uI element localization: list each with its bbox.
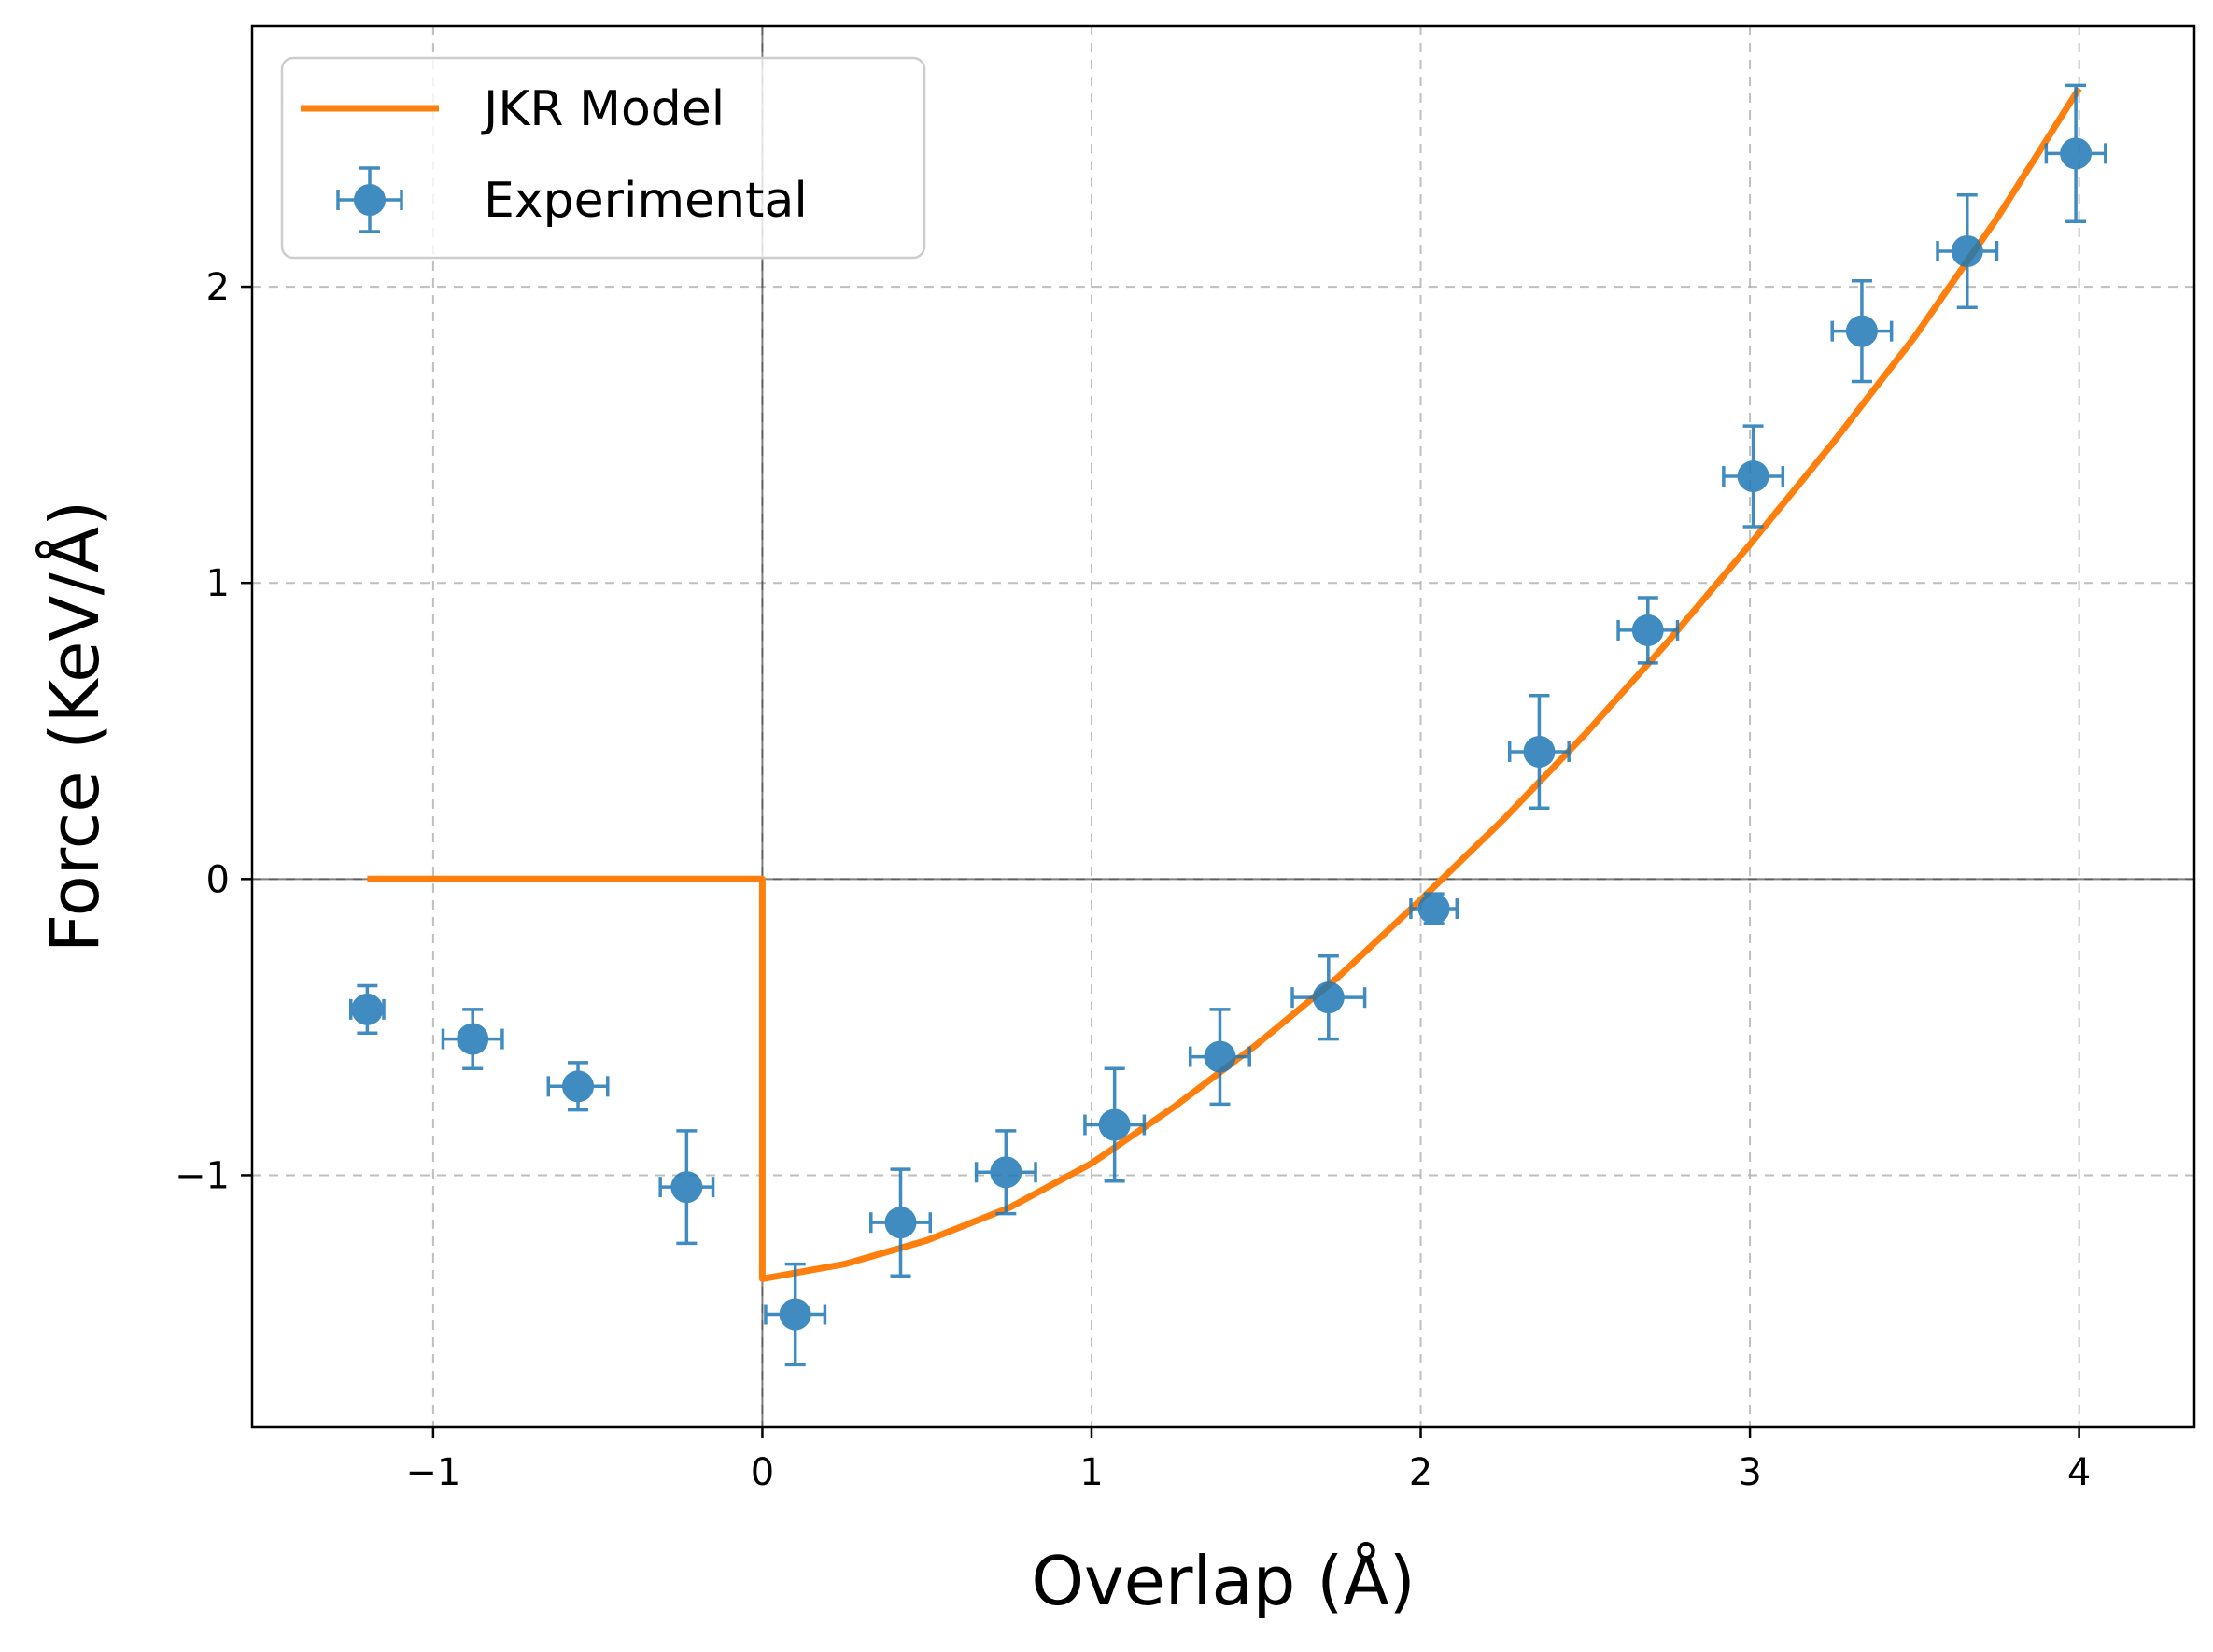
experimental-marker [1098, 1108, 1131, 1141]
x-tick-label: −1 [405, 1451, 460, 1494]
experimental-point [1616, 596, 1680, 665]
experimental-point [974, 1129, 1037, 1216]
legend-box [280, 56, 926, 260]
experimental-point [869, 1167, 932, 1278]
experimental-marker [670, 1171, 703, 1204]
plot-area [349, 83, 2107, 1367]
y-tick-label: 1 [206, 562, 230, 605]
experimental-marker [562, 1070, 595, 1103]
experimental-point [1936, 193, 1999, 310]
y-tick-label: 2 [206, 266, 230, 309]
experimental-point [441, 1008, 504, 1071]
experimental-point [1409, 892, 1459, 925]
experimental-marker [884, 1207, 917, 1239]
y-tick-label: 0 [206, 858, 230, 901]
legend: JKR Model Experimental [280, 56, 926, 260]
x-tick-label: 4 [2067, 1451, 2091, 1494]
x-tick-label: 3 [1738, 1451, 1761, 1494]
axis-ticks: −1 0 1 2 3 4 −1 0 1 2 [175, 266, 2091, 1494]
experimental-marker [1951, 235, 1983, 268]
experimental-point [1083, 1066, 1147, 1183]
experimental-marker [779, 1298, 811, 1331]
y-axis-label: Force (KeV/Å) [35, 501, 114, 953]
legend-label-experimental: Experimental [484, 173, 808, 229]
experimental-point [1830, 278, 1894, 384]
legend-marker-group [336, 166, 403, 233]
experimental-marker [2060, 137, 2093, 170]
experimental-marker [1737, 460, 1769, 493]
experimental-marker [1845, 315, 1878, 347]
experimental-point [1507, 693, 1571, 810]
experimental-marker [1417, 893, 1450, 925]
experimental-point [1722, 424, 1785, 529]
experimental-point [658, 1129, 715, 1246]
experimental-point [1290, 954, 1367, 1041]
experimental-marker [351, 993, 384, 1025]
experimental-point [349, 983, 386, 1035]
axes-frame [250, 24, 2196, 1429]
experimental-point [2044, 83, 2107, 224]
experimental-marker [1523, 735, 1556, 768]
experimental-marker [457, 1023, 489, 1055]
experimental-marker [1204, 1040, 1236, 1073]
x-axis-label: Overlap (Å) [1031, 1542, 1415, 1620]
experimental-marker [1631, 614, 1664, 646]
x-tick-label: 2 [1409, 1451, 1432, 1494]
jkr-model-line [367, 86, 2082, 1282]
experimental-point [546, 1061, 610, 1112]
y-tick-label: −1 [175, 1154, 230, 1197]
legend-experimental-swatch [336, 166, 403, 233]
x-tick-label: 0 [751, 1451, 774, 1494]
legend-label-model: JKR Model [481, 81, 725, 137]
experimental-point [764, 1262, 827, 1367]
x-tick-label: 1 [1079, 1451, 1103, 1494]
experimental-point [1188, 1008, 1251, 1107]
legend-marker-dot [354, 184, 386, 216]
experimental-marker [1312, 981, 1345, 1014]
experimental-marker [990, 1156, 1022, 1189]
